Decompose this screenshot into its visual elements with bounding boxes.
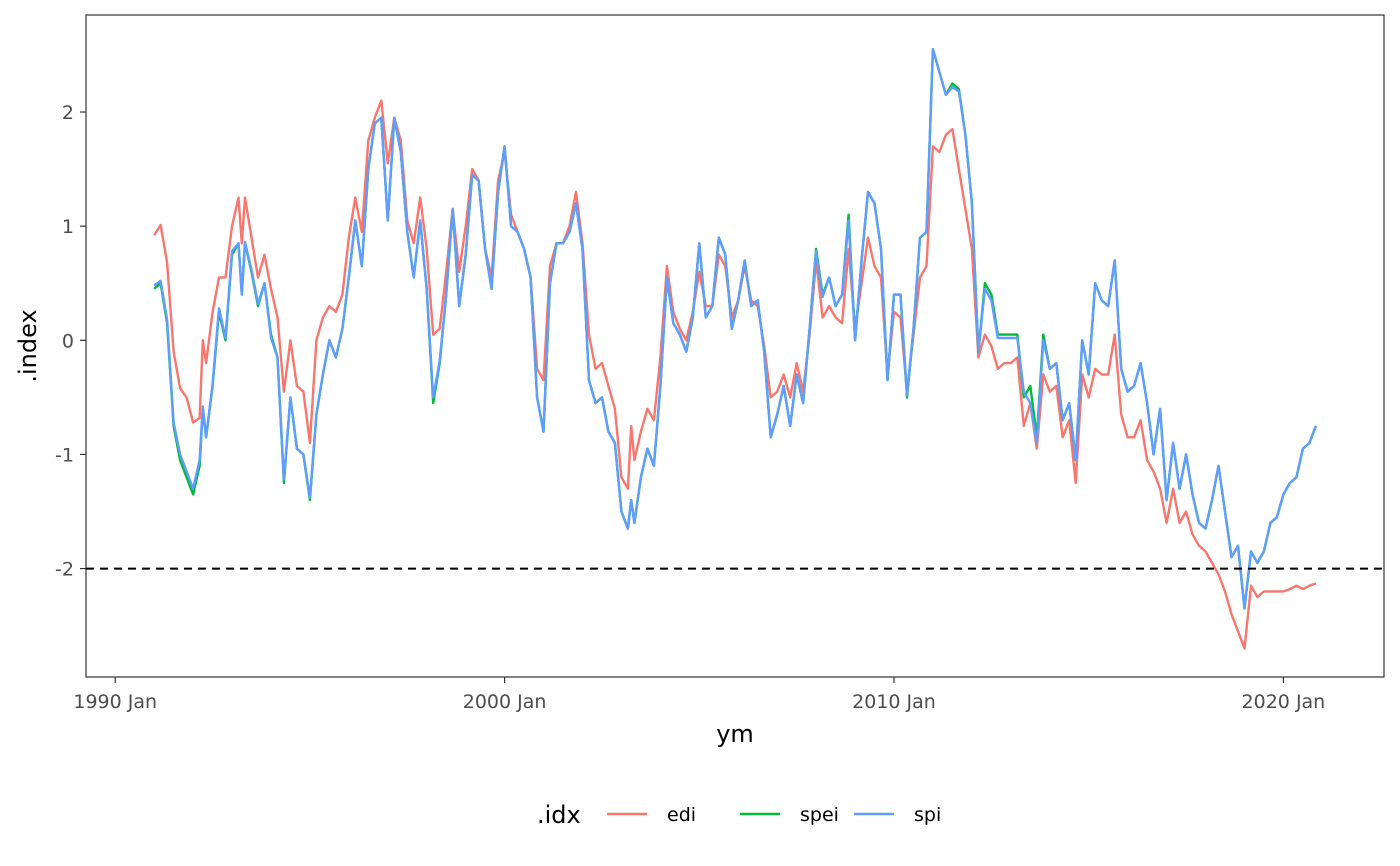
y-tick-label: 1	[62, 216, 74, 238]
legend-label-spi: spi	[914, 804, 941, 826]
y-axis: 2 1 0 -1 -2	[55, 102, 86, 581]
x-tick-label: 2000 Jan	[463, 691, 547, 713]
series-layer	[153, 48, 1318, 650]
legend-label-edi: edi	[667, 804, 696, 826]
x-tick-label: 2020 Jan	[1242, 691, 1326, 713]
x-tick-label: 2010 Jan	[852, 691, 936, 713]
x-tick-label: 1990 Jan	[73, 691, 157, 713]
x-axis: 1990 Jan 2000 Jan 2010 Jan 2020 Jan	[73, 677, 1325, 713]
legend-label-spei: spei	[800, 804, 839, 826]
y-tick-label: 2	[62, 102, 74, 124]
series-line-spi	[153, 48, 1318, 610]
x-axis-title: ym	[716, 720, 754, 748]
plot-panel	[85, 14, 1385, 678]
y-tick-label: 0	[62, 330, 74, 352]
legend-title: .idx	[537, 801, 581, 829]
y-axis-title: .index	[14, 309, 42, 382]
legend: .idx edi spei spi	[537, 801, 941, 829]
y-tick-label: -2	[55, 559, 74, 581]
y-tick-label: -1	[55, 444, 74, 466]
